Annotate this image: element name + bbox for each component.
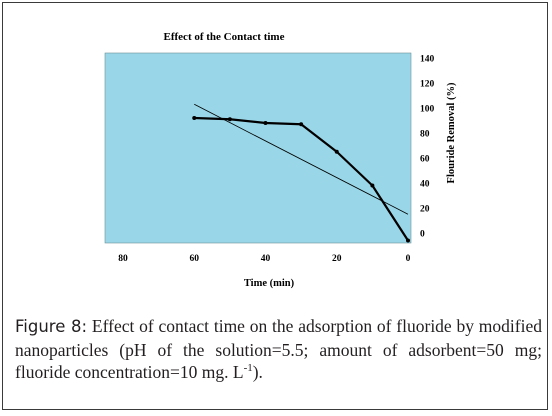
caption-superscript: -1 [243,362,253,375]
series-markers [192,116,410,243]
x-tick-label: 40 [261,254,271,264]
y-tick-label: 140 [420,55,435,65]
chart-title: Effect of the Contact time [164,31,285,43]
chart: Effect of the Contact time 0 20 40 60 80 100 1… [104,31,457,289]
figure-caption: Figure 8: Effect of contact time on the … [15,315,542,384]
caption-text: Effect of contact time on the adsorption… [15,316,542,382]
y-tick-label: 0 [420,230,425,240]
data-point [370,183,375,188]
trend-line [194,103,409,215]
y-tick-label: 120 [420,80,435,90]
y-axis-ticks: 0 20 40 60 80 100 120 140 [420,55,435,240]
data-point [299,122,304,127]
y-tick-label: 20 [420,205,430,215]
figure-panel: Effect of the Contact time 0 20 40 60 80 100 1… [2,2,548,410]
plot-area [104,52,412,244]
data-point [263,121,268,125]
x-tick-label: 20 [332,254,342,264]
y-axis-label: Flouride Removal (%) [446,82,457,183]
caption-label: Figure 8: [15,317,88,336]
x-tick-label: 60 [190,254,200,264]
x-tick-label: 80 [118,254,128,264]
caption-text-end: ). [252,362,263,382]
y-tick-label: 80 [420,130,430,140]
x-tick-label: 0 [406,254,411,264]
y-tick-label: 100 [420,105,435,115]
data-point [334,149,339,154]
x-axis-label: Time (min) [244,278,295,289]
x-axis-ticks: 80 60 40 20 0 [118,254,410,264]
y-tick-label: 60 [420,155,430,165]
data-point [192,116,197,120]
y-tick-label: 40 [420,180,430,190]
data-point [227,117,232,122]
data-point [406,238,410,243]
